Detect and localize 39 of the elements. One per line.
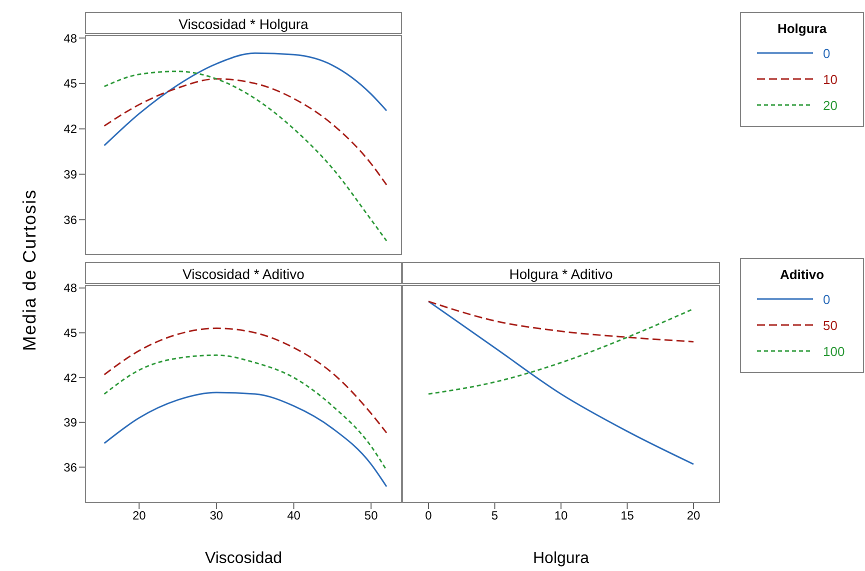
y-tick-label: 42 [64,370,78,385]
line-series [104,392,388,488]
legend-label: 0 [823,292,830,306]
y-tick-label: 36 [64,460,78,474]
legend-title: Holgura [776,21,828,36]
y-tick-label: 48 [64,281,78,296]
x-tick-label: 50 [364,508,378,523]
y-tick-label: 42 [64,122,78,136]
y-tick-label: 45 [64,326,78,340]
y-axis-title: Media de Curtosis [20,188,40,352]
chart-title: Viscosidad * Holgura [85,12,402,34]
legend-label: 10 [823,72,838,86]
y-tick-label: 39 [64,416,78,430]
line-series [104,70,388,242]
y-tick-label: 39 [64,168,78,182]
y-tick-label: 36 [64,212,78,227]
x-axis-title: Holgura [532,550,590,567]
x-tick-label: 20 [686,508,700,523]
line-series [104,328,388,434]
chart-title: Holgura * Aditivo [402,262,720,284]
legend-label: 50 [823,318,838,332]
legend-label: 0 [823,46,830,60]
line-series [104,52,388,146]
x-tick-label: 5 [491,508,498,523]
chart-title: Viscosidad * Aditivo [85,262,402,284]
x-axis-title: Viscosidad [204,550,282,567]
x-tick-label: 0 [425,508,432,523]
legend-label: 100 [823,344,845,358]
x-tick-label: 30 [210,508,224,523]
legend-label: 20 [823,98,838,112]
x-tick-label: 20 [132,508,146,523]
y-tick-label: 45 [64,76,78,91]
y-tick-label: 48 [64,31,78,46]
legend-title: Aditivo [778,267,826,282]
x-tick-label: 15 [620,508,634,523]
x-tick-label: 40 [287,508,301,523]
x-tick-label: 10 [554,508,568,523]
line-series [104,354,388,471]
line-series [104,78,388,186]
